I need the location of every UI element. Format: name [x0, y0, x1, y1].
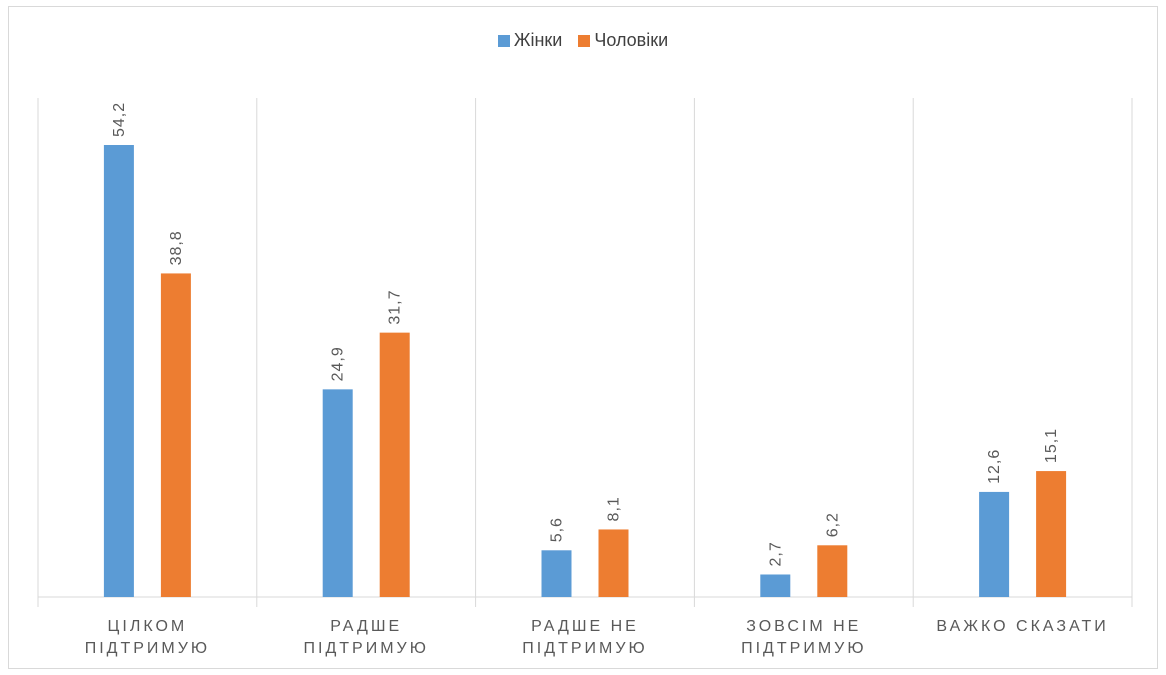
data-label: 8,1: [606, 496, 623, 521]
category-label: ПІДТРИМУЮ: [85, 640, 210, 657]
bar-women: [103, 145, 134, 597]
category-label: РАДШЕ НЕ: [531, 618, 639, 635]
bar-women: [760, 574, 791, 597]
chart-frame: [8, 6, 1158, 669]
data-label: 6,2: [824, 512, 841, 537]
data-label: 15,1: [1043, 428, 1060, 463]
data-label: 2,7: [767, 541, 784, 566]
category-label: ЗОВСІМ НЕ: [746, 618, 861, 635]
data-label: 31,7: [387, 289, 404, 324]
legend-swatch-men: [578, 34, 591, 47]
bar-men: [379, 332, 410, 597]
bar-women: [979, 491, 1010, 597]
bar-men: [160, 273, 191, 597]
bar-men: [1036, 471, 1067, 597]
category-label: РАДШЕ: [330, 618, 402, 635]
data-label: 12,6: [986, 449, 1003, 484]
bar-men: [817, 545, 848, 597]
legend-label-men: Чоловіки: [594, 30, 669, 50]
bar-women: [541, 550, 572, 597]
category-label: ВАЖКО СКАЗАТИ: [936, 618, 1108, 635]
legend-label-women: Жінки: [513, 30, 563, 50]
data-label: 24,9: [330, 346, 347, 381]
category-label: ПІДТРИМУЮ: [304, 640, 429, 657]
data-label: 5,6: [549, 517, 566, 542]
bar-men: [598, 529, 629, 597]
bar-women: [322, 389, 353, 597]
legend-item-women: Жінки: [497, 30, 563, 51]
legend-item-men: Чоловіки: [578, 30, 668, 51]
data-label: 54,2: [111, 102, 128, 137]
category-label: ПІДТРИМУЮ: [741, 640, 866, 657]
legend: Жінки Чоловіки: [0, 30, 1166, 51]
legend-swatch-women: [497, 34, 510, 47]
category-label: ПІДТРИМУЮ: [522, 640, 647, 657]
category-label: ЦІЛКОМ: [108, 618, 188, 635]
data-label: 38,8: [168, 230, 185, 265]
